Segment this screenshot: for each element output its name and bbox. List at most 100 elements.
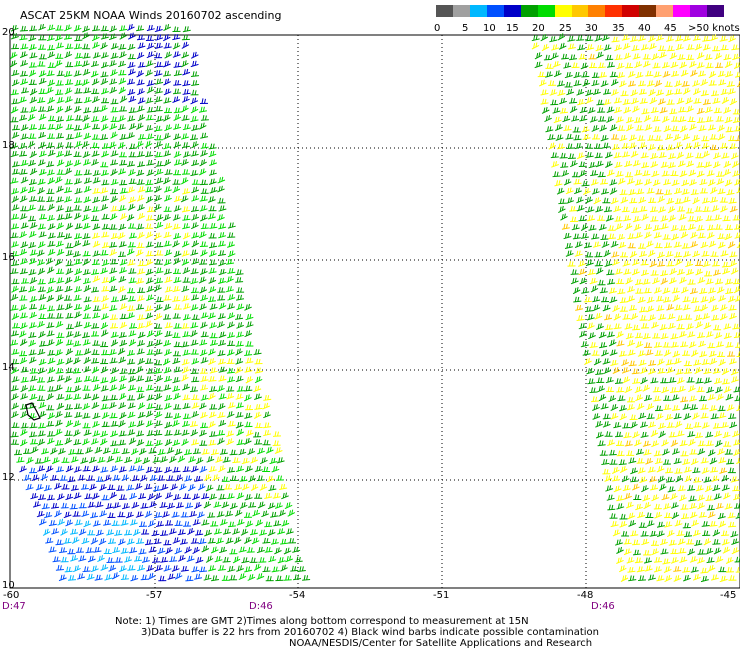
wind-barb xyxy=(545,63,554,69)
wind-barb xyxy=(618,565,627,573)
wind-barb xyxy=(20,107,29,113)
wind-barb xyxy=(29,303,38,310)
wind-barb xyxy=(597,279,606,286)
wind-barb xyxy=(163,78,171,86)
wind-barb xyxy=(155,296,164,303)
wind-barb xyxy=(100,430,109,438)
wind-barb xyxy=(20,222,29,229)
wind-barb xyxy=(91,259,100,266)
wind-barb xyxy=(686,54,695,61)
wind-barb xyxy=(172,240,180,248)
wind-barb xyxy=(74,35,83,42)
wind-barb xyxy=(736,404,740,412)
wind-barb xyxy=(11,204,20,211)
wind-barb xyxy=(680,396,689,403)
wind-barb xyxy=(709,457,718,465)
wind-barb xyxy=(73,233,83,240)
wind-barb xyxy=(146,403,155,410)
wind-barb xyxy=(77,474,86,481)
note-line-2: 3)Data buffer is 22 hrs from 20160702 4)… xyxy=(141,627,599,638)
wind-barb xyxy=(612,475,621,482)
wind-barb xyxy=(585,152,594,158)
wind-barb xyxy=(576,152,585,160)
wind-barb xyxy=(245,376,254,384)
wind-barb xyxy=(30,492,39,500)
wind-barb xyxy=(724,278,734,285)
wind-barb xyxy=(207,537,216,544)
wind-barb xyxy=(660,223,669,230)
wind-barb xyxy=(250,456,259,464)
wind-barb xyxy=(226,493,235,500)
wind-barb xyxy=(704,54,713,61)
wind-barb xyxy=(624,323,633,330)
wind-barb xyxy=(652,224,661,232)
wind-barb xyxy=(146,106,155,113)
wind-barb xyxy=(596,323,604,330)
wind-barb xyxy=(637,135,646,141)
wind-barb xyxy=(694,215,703,223)
wind-barb xyxy=(639,142,647,149)
wind-barb xyxy=(723,441,732,447)
wind-barb xyxy=(163,303,172,311)
wind-barb xyxy=(682,35,691,42)
wind-barb xyxy=(138,447,147,455)
wind-barb xyxy=(540,89,549,96)
wind-barb xyxy=(127,61,136,69)
wind-barb xyxy=(623,106,632,114)
wind-barb xyxy=(55,338,64,347)
wind-barb xyxy=(20,43,29,50)
wind-barb xyxy=(680,504,689,510)
wind-barb xyxy=(11,393,19,401)
wind-barb xyxy=(145,179,154,186)
wind-barb xyxy=(46,196,55,203)
wind-barb xyxy=(90,215,100,222)
wind-barb xyxy=(218,393,227,400)
wind-barb xyxy=(727,351,736,357)
wind-barb xyxy=(127,160,136,167)
wind-barb xyxy=(244,350,253,356)
wind-barb xyxy=(55,123,63,131)
wind-barb xyxy=(671,448,680,455)
wind-barb xyxy=(728,304,737,311)
wind-barb xyxy=(595,44,604,52)
wind-barb xyxy=(680,341,689,348)
wind-barb xyxy=(695,260,704,266)
wind-barb xyxy=(689,511,698,519)
wind-barb xyxy=(706,504,715,511)
wind-barb xyxy=(138,548,147,555)
wind-barb xyxy=(126,484,135,491)
wind-barb xyxy=(678,106,687,113)
wind-barb xyxy=(653,342,662,348)
wind-barb xyxy=(670,170,679,176)
wind-barb xyxy=(46,330,55,337)
wind-barb xyxy=(668,214,676,222)
wind-barb xyxy=(83,348,92,356)
wind-barb xyxy=(109,123,118,130)
wind-barb xyxy=(234,484,243,491)
wind-barb xyxy=(160,556,169,563)
wind-barb xyxy=(717,448,725,456)
wind-barb xyxy=(199,98,209,104)
wind-barb xyxy=(141,528,150,535)
wind-barb xyxy=(118,439,127,446)
wind-barb xyxy=(43,484,52,492)
wind-barb xyxy=(609,187,618,195)
wind-barb xyxy=(173,341,182,348)
wind-barb xyxy=(127,402,136,409)
wind-barb xyxy=(626,557,635,564)
wind-barb xyxy=(585,143,594,149)
wind-barb xyxy=(637,350,646,357)
wind-barb xyxy=(192,493,200,501)
wind-barb xyxy=(726,189,735,196)
wind-barb xyxy=(732,323,740,330)
wind-barb xyxy=(154,185,162,193)
wind-barb xyxy=(105,503,114,510)
wind-barb xyxy=(218,465,226,473)
wind-barb xyxy=(665,89,674,96)
wind-barb xyxy=(10,366,19,375)
wind-barb xyxy=(61,457,70,463)
wind-barb xyxy=(235,358,244,365)
wind-barb xyxy=(575,304,584,311)
wind-barb xyxy=(595,369,604,375)
wind-barb xyxy=(694,43,703,51)
